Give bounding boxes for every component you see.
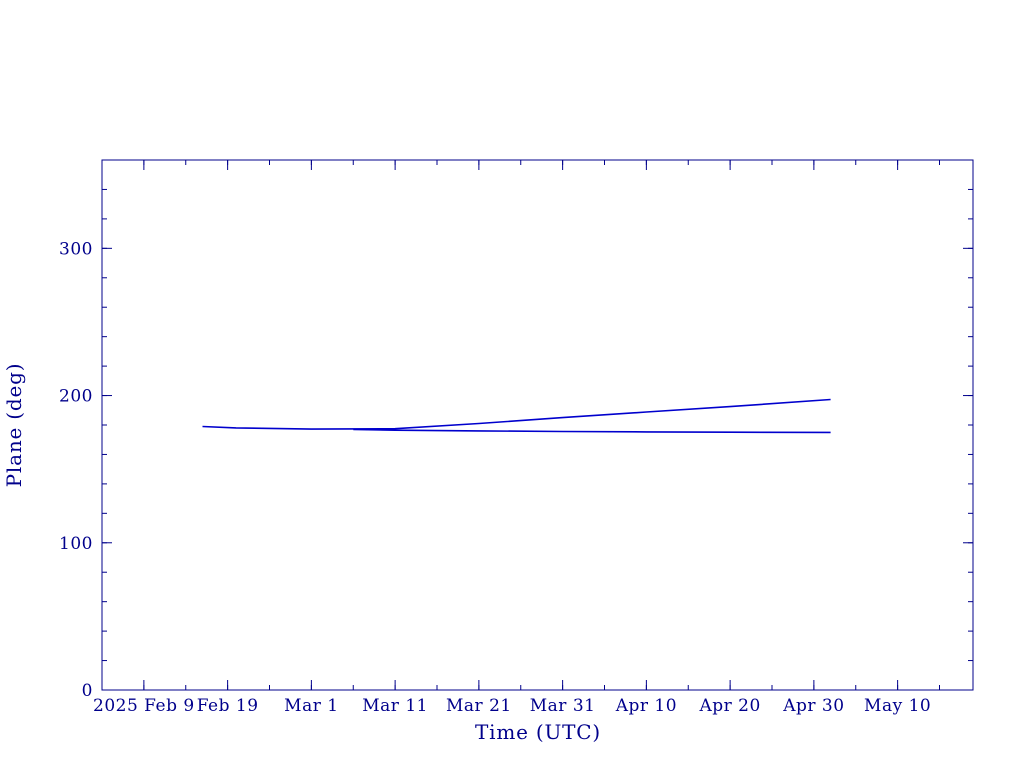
minor-ticks xyxy=(101,159,973,691)
x-tick-labels: 2025 Feb 9 Feb 19 Mar 1 Mar 11 Mar 21 Mar 31 A… xyxy=(93,696,931,716)
x-tick-label: Apr 30 xyxy=(782,696,844,716)
x-tick-label: 2025 Feb 9 xyxy=(93,696,195,716)
x-axis-title: Time (UTC) xyxy=(475,720,601,744)
y-tick-label: 100 xyxy=(59,534,93,554)
x-tick-label: Feb 19 xyxy=(197,696,259,716)
plot-area-frame xyxy=(101,159,974,691)
y-tick-label: 200 xyxy=(59,387,93,407)
series-line xyxy=(202,398,831,430)
x-tick-label: Mar 1 xyxy=(284,696,338,716)
y-tick-labels: 0 100 200 300 xyxy=(59,239,93,701)
series-line xyxy=(353,428,831,434)
x-tick-label: Mar 21 xyxy=(446,696,512,716)
major-ticks xyxy=(102,160,973,691)
x-tick-label: Mar 31 xyxy=(530,696,596,716)
x-tick-label: Mar 11 xyxy=(362,696,428,716)
y-tick-label: 300 xyxy=(59,239,93,259)
y-tick-label: 0 xyxy=(82,681,93,701)
y-axis-title: Plane (deg) xyxy=(2,363,26,488)
x-tick-label: Apr 20 xyxy=(698,696,760,716)
x-tick-label: Apr 10 xyxy=(615,696,677,716)
x-tick-label: May 10 xyxy=(864,696,931,716)
series-group xyxy=(202,398,831,434)
